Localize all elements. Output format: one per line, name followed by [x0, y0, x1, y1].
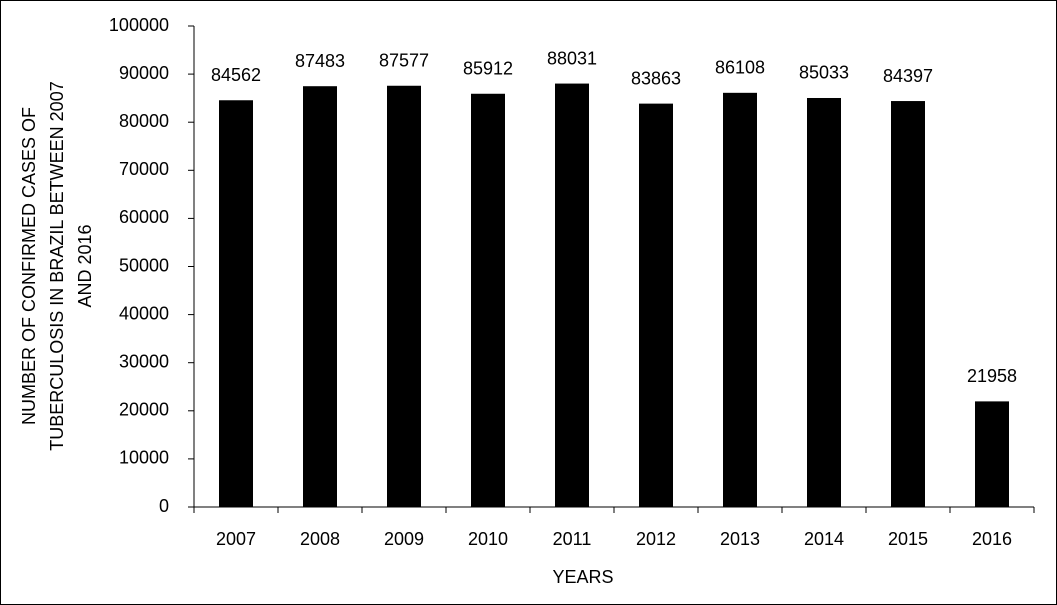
bar — [639, 103, 673, 508]
data-label: 87577 — [379, 51, 429, 71]
y-tick-label: 80000 — [119, 111, 169, 131]
y-tick-label: 20000 — [119, 400, 169, 420]
y-tick-label: 50000 — [119, 255, 169, 275]
data-label: 87483 — [295, 51, 345, 71]
x-tick-label: 2008 — [300, 529, 340, 549]
data-label: 85033 — [799, 63, 849, 83]
data-label: 84397 — [883, 66, 933, 86]
bar — [807, 97, 841, 507]
bar — [555, 83, 589, 507]
x-tick-label: 2013 — [720, 529, 760, 549]
x-axis-label: YEARS — [552, 567, 613, 587]
data-label: 85912 — [463, 59, 513, 79]
x-tick-label: 2007 — [216, 529, 256, 549]
x-tick-label: 2016 — [972, 529, 1012, 549]
y-axis-label: NUMBER OF CONFIRMED CASES OF — [19, 107, 39, 425]
data-label: 21958 — [967, 366, 1017, 386]
y-tick-label: 40000 — [119, 303, 169, 323]
y-axis-label: TUBERCULOSIS IN BRAZIL BETWEEN 2007 — [47, 81, 67, 450]
y-tick-label: 10000 — [119, 448, 169, 468]
y-tick-label: 60000 — [119, 207, 169, 227]
y-tick-label: 100000 — [109, 15, 169, 35]
data-label: 84562 — [211, 65, 261, 85]
bar — [723, 92, 757, 507]
x-tick-label: 2014 — [804, 529, 844, 549]
bar — [219, 100, 253, 508]
data-label: 83863 — [631, 68, 681, 88]
x-tick-label: 2009 — [384, 529, 424, 549]
bar — [471, 93, 505, 508]
x-tick-label: 2010 — [468, 529, 508, 549]
data-label: 86108 — [715, 58, 765, 78]
bar — [303, 86, 337, 507]
data-label: 88031 — [547, 48, 597, 68]
y-tick-label: 0 — [159, 496, 169, 516]
bar — [975, 401, 1009, 507]
bar — [891, 101, 925, 508]
bar — [387, 85, 421, 507]
y-tick-label: 70000 — [119, 159, 169, 179]
y-tick-label: 90000 — [119, 63, 169, 83]
x-tick-label: 2012 — [636, 529, 676, 549]
x-tick-label: 2015 — [888, 529, 928, 549]
y-tick-label: 30000 — [119, 351, 169, 371]
x-tick-label: 2011 — [553, 529, 592, 549]
y-axis-label: AND 2016 — [75, 224, 95, 307]
